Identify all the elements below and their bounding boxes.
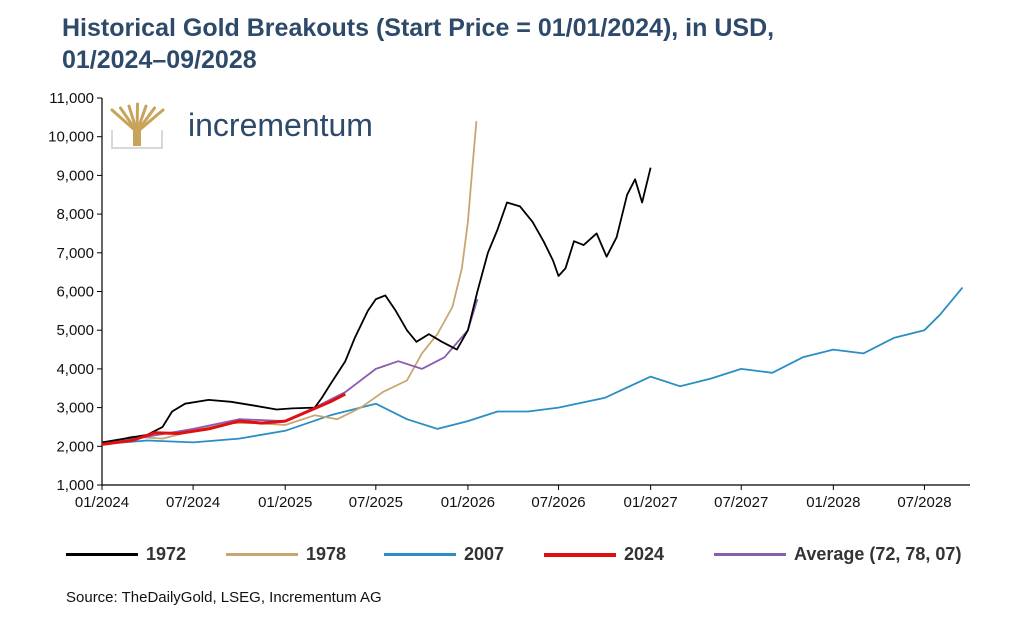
- legend-item-average: Average (72, 78, 07): [714, 544, 961, 565]
- legend: 1972 1978 2007 2024 Average (72, 78, 07): [66, 544, 1006, 568]
- y-tick-label: 9,000: [56, 167, 94, 184]
- y-tick-label: 4,000: [56, 361, 94, 378]
- y-tick-label: 5,000: [56, 322, 94, 339]
- y-tick-label: 11,000: [49, 90, 94, 107]
- chart: incrementum 1,000 2,000 3,000 4,000 5,000 6,0…: [48, 90, 970, 511]
- x-tick-label: 07/2028: [897, 494, 951, 511]
- x-tick-label: 07/2027: [714, 494, 768, 511]
- y-tick-label: 6,000: [56, 284, 94, 301]
- x-tick-label: 01/2027: [624, 494, 678, 511]
- axes: 1,000 2,000 3,000 4,000 5,000 6,000 7,000 8,000…: [48, 90, 970, 511]
- chart-title-line2: 01/2024–09/2028: [62, 46, 257, 74]
- series-line-2007: [101, 287, 964, 445]
- legend-item-2024: 2024: [544, 544, 664, 565]
- x-tick-label: 01/2025: [258, 494, 312, 511]
- y-tick-label: 3,000: [56, 400, 94, 417]
- tree-icon: [110, 102, 165, 149]
- logo-text: incrementum: [188, 107, 373, 143]
- legend-label: 1978: [306, 544, 347, 564]
- x-tick-label: 01/2028: [806, 494, 860, 511]
- x-tick-label: 07/2024: [166, 494, 220, 511]
- legend-item-1972: 1972: [66, 544, 186, 565]
- series-layer: [101, 121, 964, 446]
- x-tick-label: 01/2026: [441, 494, 495, 511]
- series-line-1978: [101, 121, 478, 446]
- x-tick-label: 07/2025: [349, 494, 403, 511]
- legend-item-2007: 2007: [384, 544, 504, 565]
- y-tick-label: 7,000: [56, 245, 94, 262]
- legend-label: Average (72, 78, 07): [794, 544, 962, 564]
- legend-swatch: [544, 552, 616, 557]
- series-line-average: [101, 298, 479, 445]
- legend-swatch: [384, 553, 456, 556]
- x-tick-label: 01/2024: [75, 494, 129, 511]
- legend-label: 1972: [146, 544, 187, 564]
- y-tick-label: 2,000: [56, 438, 94, 455]
- x-tick-label: 07/2026: [531, 494, 585, 511]
- legend-item-1978: 1978: [226, 544, 346, 565]
- y-tick-label: 8,000: [56, 206, 94, 223]
- legend-swatch: [226, 553, 298, 556]
- y-tick-label: 1,000: [56, 477, 94, 494]
- chart-title: Historical Gold Breakouts (Start Price =…: [62, 12, 1002, 76]
- legend-label: 2007: [464, 544, 505, 564]
- chart-title-line1: Historical Gold Breakouts (Start Price =…: [62, 14, 775, 42]
- legend-label: 2024: [624, 544, 665, 564]
- legend-swatch: [66, 553, 138, 556]
- series-line-2024: [101, 392, 346, 446]
- legend-swatch: [714, 553, 786, 556]
- y-tick-label: 10,000: [48, 129, 94, 146]
- series-line-1972: [101, 167, 652, 444]
- source-note: Source: TheDailyGold, LSEG, Incrementum …: [66, 589, 382, 606]
- logo: incrementum: [110, 102, 373, 149]
